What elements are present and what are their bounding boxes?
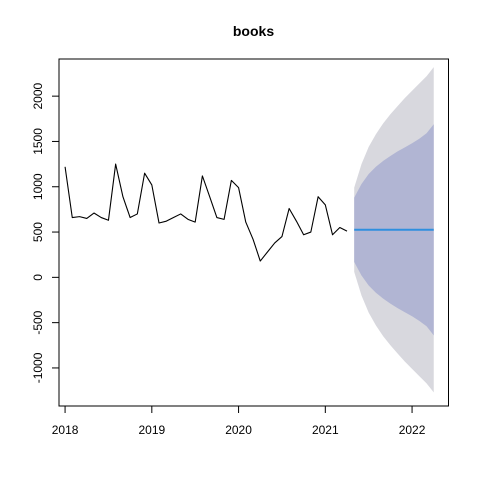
series-line-observed [64, 163, 348, 262]
y-tick-label: 500 [31, 222, 45, 242]
y-tick-label: 1000 [31, 173, 45, 200]
x-tick-label: 2018 [52, 423, 79, 437]
x-tick-label: 2020 [225, 423, 252, 437]
y-tick-label: 0 [31, 274, 45, 281]
y-tick-label: -1000 [31, 352, 45, 383]
x-axis: 2018 2019 2020 2021 2022 [52, 405, 426, 437]
y-tick-label: -500 [31, 310, 45, 334]
x-tick-label: 2021 [312, 423, 339, 437]
chart-title: books [233, 23, 274, 39]
y-tick-label: 2000 [31, 82, 45, 109]
x-tick-label: 2019 [138, 423, 165, 437]
y-axis: -1000 -500 0 500 1000 1500 2000 [31, 82, 60, 383]
plot-layer [64, 67, 434, 393]
y-tick-label: 1500 [31, 128, 45, 155]
x-tick-label: 2022 [399, 423, 426, 437]
